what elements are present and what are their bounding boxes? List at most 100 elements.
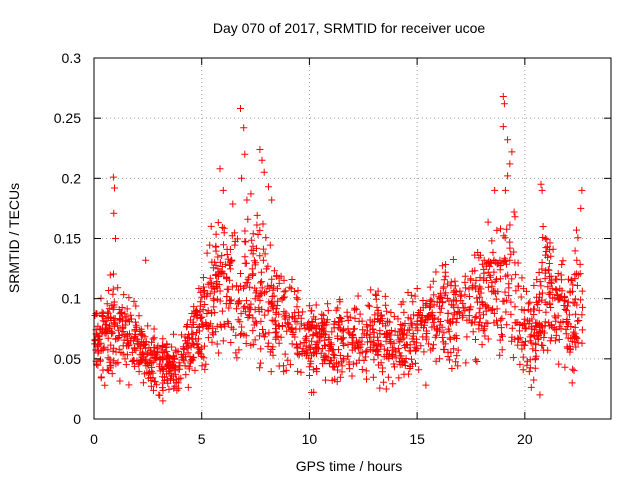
data-point	[417, 342, 425, 350]
data-point	[175, 375, 183, 383]
data-point	[308, 337, 316, 345]
data-point	[484, 268, 492, 276]
data-point	[92, 346, 100, 354]
data-point	[318, 325, 325, 333]
data-point	[159, 386, 167, 394]
data-point	[542, 248, 550, 255]
data-point	[471, 267, 479, 275]
data-point	[557, 319, 565, 326]
data-point	[228, 283, 236, 291]
data-point	[228, 232, 236, 240]
data-point	[571, 271, 579, 279]
data-point	[97, 374, 105, 382]
data-point	[502, 308, 510, 316]
data-point	[559, 257, 567, 265]
data-point	[223, 285, 231, 293]
data-point	[538, 259, 546, 266]
data-point	[484, 218, 492, 226]
data-point	[241, 259, 249, 267]
data-point	[442, 261, 450, 268]
data-point	[242, 279, 250, 287]
data-point	[417, 306, 424, 314]
data-point	[389, 380, 397, 388]
data-point	[246, 283, 254, 291]
data-point	[258, 284, 266, 292]
data-point	[472, 276, 480, 284]
data-point	[251, 306, 259, 314]
data-point	[369, 318, 377, 326]
data-point	[450, 296, 458, 304]
data-point	[210, 303, 218, 311]
data-point	[216, 165, 224, 173]
data-point	[170, 366, 178, 374]
data-point	[268, 316, 276, 324]
data-point	[242, 308, 250, 316]
data-point	[110, 344, 118, 352]
data-point	[571, 299, 579, 307]
data-point	[525, 368, 533, 376]
data-point	[419, 297, 427, 304]
data-point	[147, 382, 155, 390]
data-point	[150, 334, 158, 342]
data-point	[563, 307, 570, 315]
data-point	[500, 100, 508, 108]
data-point	[322, 331, 329, 339]
data-point	[545, 260, 553, 267]
data-point	[111, 184, 118, 192]
data-point	[538, 186, 546, 194]
data-point	[446, 319, 454, 327]
data-point	[148, 338, 155, 346]
data-point	[96, 335, 104, 343]
data-point	[238, 323, 246, 331]
data-point	[516, 360, 524, 368]
data-point	[394, 315, 402, 323]
data-point	[193, 311, 201, 319]
data-point	[254, 293, 262, 301]
data-point	[496, 336, 504, 344]
data-point	[283, 327, 291, 335]
data-point	[197, 313, 205, 321]
data-point	[578, 311, 586, 319]
data-point	[566, 348, 574, 356]
data-point	[94, 361, 102, 369]
data-point	[552, 317, 560, 325]
data-point	[270, 292, 278, 300]
data-point	[153, 344, 161, 352]
data-point	[506, 160, 514, 168]
data-point	[333, 378, 341, 386]
data-point	[164, 360, 172, 368]
data-point	[190, 341, 198, 349]
data-point	[552, 275, 559, 283]
data-point	[516, 327, 523, 335]
data-point	[530, 376, 538, 384]
data-point	[199, 288, 207, 296]
data-point	[321, 341, 328, 349]
data-point	[376, 384, 384, 392]
data-point	[438, 262, 446, 270]
data-point	[542, 251, 549, 259]
data-point	[523, 287, 530, 295]
y-tick-label: 0.15	[54, 231, 81, 247]
data-point	[458, 313, 466, 321]
data-point	[170, 352, 178, 360]
data-point	[292, 325, 300, 333]
data-point	[397, 321, 405, 328]
data-point	[199, 320, 207, 328]
data-point	[110, 357, 118, 365]
data-point	[291, 288, 299, 295]
data-point	[229, 325, 237, 333]
data-point	[511, 259, 519, 267]
data-point	[108, 370, 116, 378]
data-point	[130, 297, 138, 305]
data-point	[407, 315, 415, 323]
data-point	[312, 301, 320, 309]
data-point	[359, 326, 367, 334]
data-point	[233, 305, 240, 313]
data-point	[290, 314, 298, 322]
data-point	[481, 332, 489, 340]
data-point	[521, 341, 529, 349]
data-point	[106, 361, 114, 369]
data-point	[572, 310, 580, 318]
data-point	[395, 336, 403, 344]
